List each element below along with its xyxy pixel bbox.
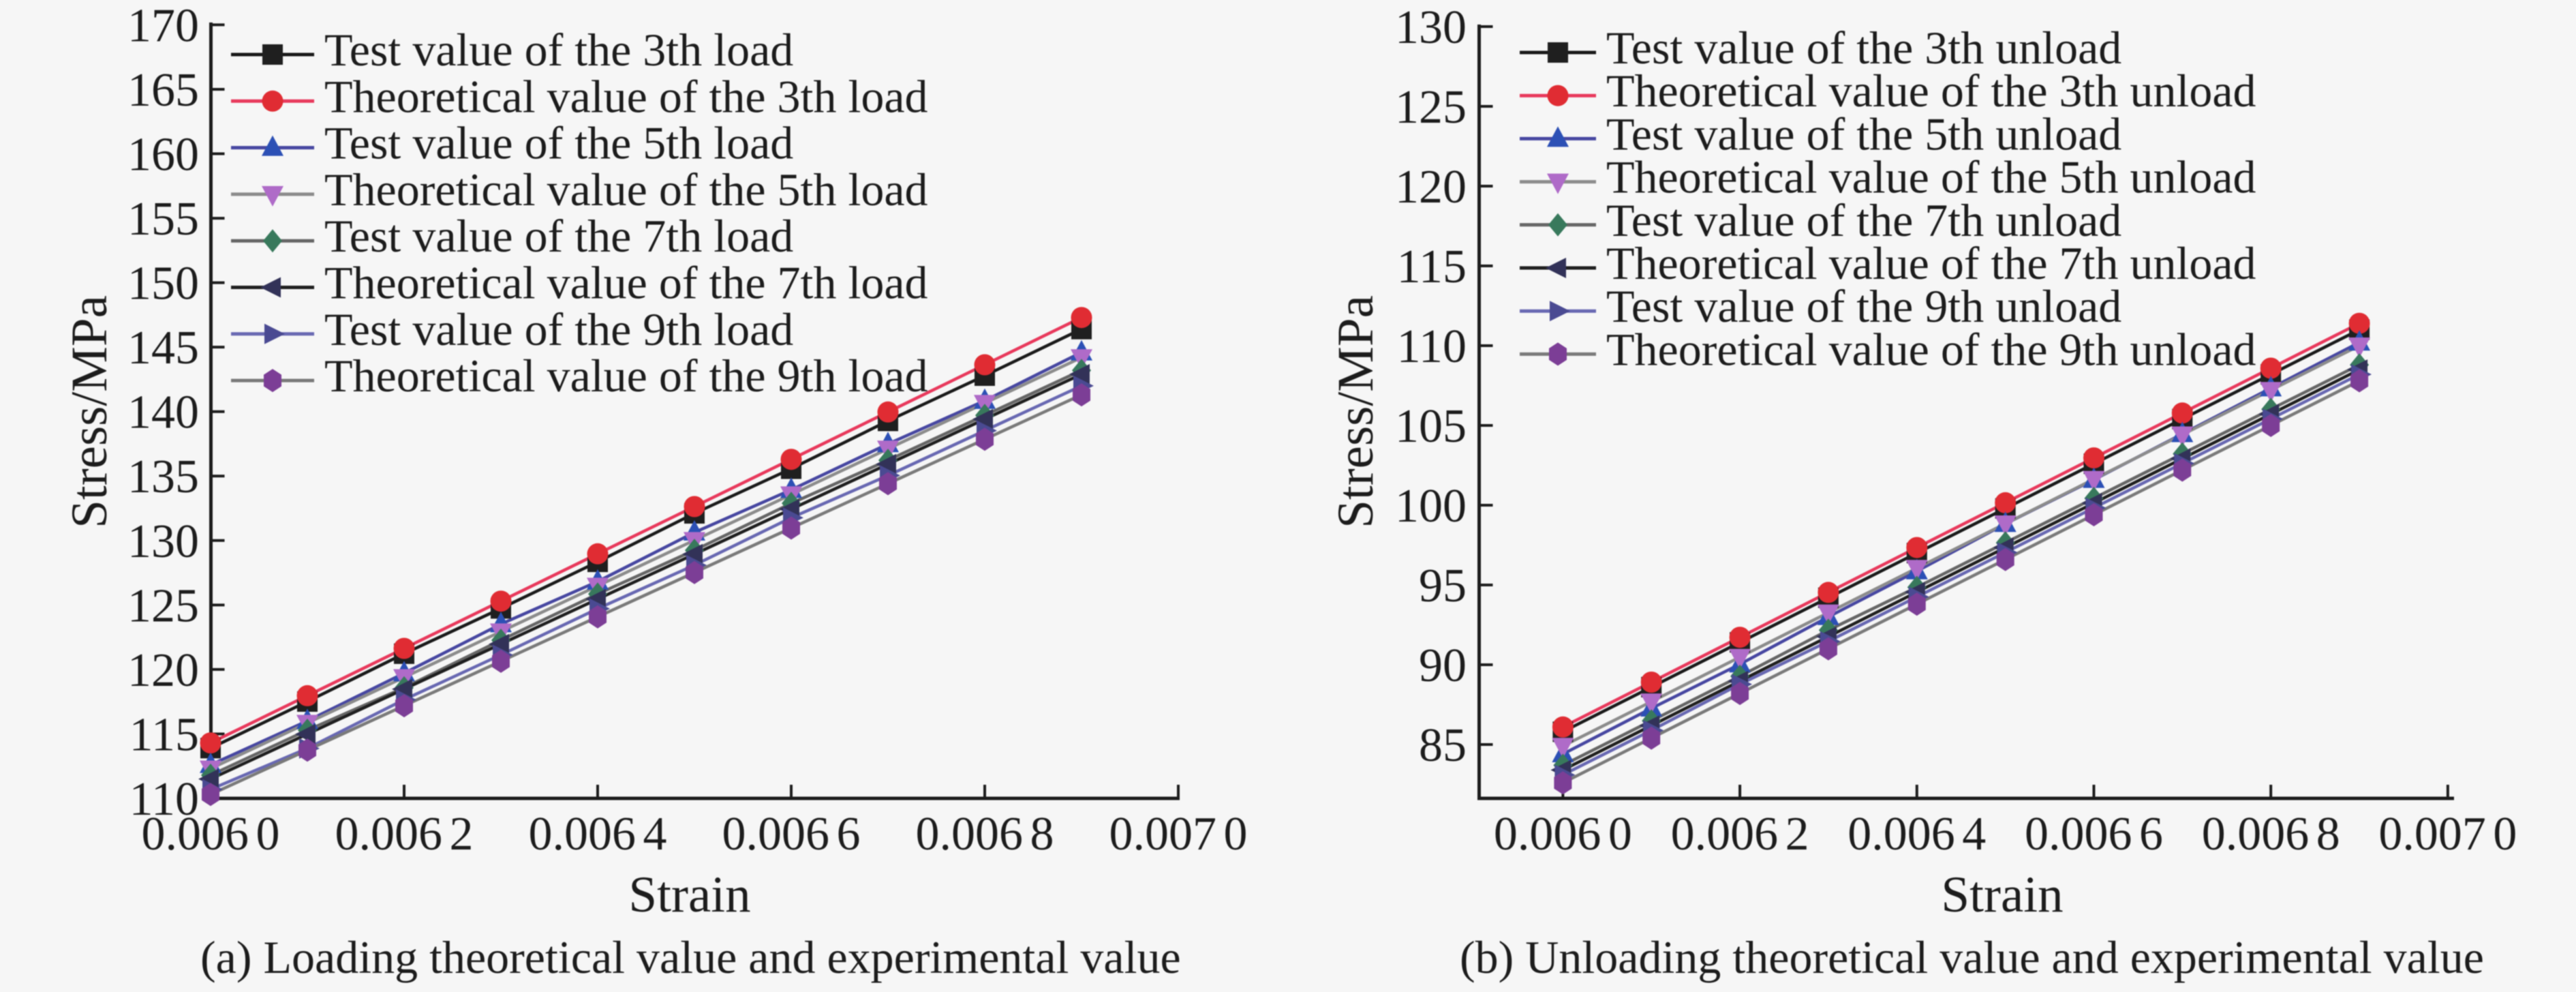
svg-text:0.007 0: 0.007 0 xyxy=(2378,808,2517,860)
svg-text:0.006 0: 0.006 0 xyxy=(1494,808,1632,860)
svg-text:Theoretical value of the 3th l: Theoretical value of the 3th load xyxy=(324,70,928,122)
svg-text:165: 165 xyxy=(127,64,199,117)
svg-text:Theoretical value of the 7th u: Theoretical value of the 7th unload xyxy=(1606,237,2256,289)
svg-text:145: 145 xyxy=(127,322,199,374)
svg-text:120: 120 xyxy=(127,644,199,697)
svg-text:150: 150 xyxy=(127,258,199,310)
svg-text:Theoretical value of the 7th l: Theoretical value of the 7th load xyxy=(324,257,928,309)
svg-text:160: 160 xyxy=(127,129,199,181)
svg-text:0.006 4: 0.006 4 xyxy=(1847,808,1986,860)
svg-text:Test value of the 5th load: Test value of the 5th load xyxy=(324,117,793,169)
svg-text:105: 105 xyxy=(1395,400,1467,453)
svg-text:155: 155 xyxy=(127,193,199,245)
svg-text:100: 100 xyxy=(1395,480,1467,532)
svg-text:110: 110 xyxy=(1397,320,1467,373)
svg-text:140: 140 xyxy=(127,387,199,439)
svg-text:0.006 6: 0.006 6 xyxy=(2025,808,2163,860)
svg-text:135: 135 xyxy=(127,451,199,503)
svg-text:0.006 4: 0.006 4 xyxy=(529,808,667,860)
svg-text:0.006 8: 0.006 8 xyxy=(2202,808,2340,860)
svg-text:Stress/MPa: Stress/MPa xyxy=(1328,295,1384,528)
svg-text:Test value of the 5th unload: Test value of the 5th unload xyxy=(1606,108,2121,160)
svg-text:0.006 2: 0.006 2 xyxy=(1671,808,1809,860)
svg-text:Theoretical value of the 3th u: Theoretical value of the 3th unload xyxy=(1606,65,2256,117)
svg-text:Test value of the 9th unload: Test value of the 9th unload xyxy=(1606,280,2121,332)
svg-text:Strain: Strain xyxy=(628,867,750,923)
svg-text:Theoretical value of the 9th u: Theoretical value of the 9th unload xyxy=(1606,323,2256,375)
svg-text:Theoretical value of the 9th l: Theoretical value of the 9th load xyxy=(324,350,928,402)
svg-text:0.006 6: 0.006 6 xyxy=(722,808,861,860)
svg-text:Stress/MPa: Stress/MPa xyxy=(61,295,118,528)
svg-text:130: 130 xyxy=(1395,1,1467,54)
svg-text:(b) Unloading theoretical valu: (b) Unloading theoretical value and expe… xyxy=(1460,931,2484,983)
svg-text:Test value of the 3th unload: Test value of the 3th unload xyxy=(1606,22,2121,74)
svg-text:125: 125 xyxy=(127,580,199,632)
svg-text:(a) Loading theoretical value: (a) Loading theoretical value and experi… xyxy=(200,931,1181,983)
svg-text:85: 85 xyxy=(1419,719,1467,772)
svg-text:Test value of the 9th load: Test value of the 9th load xyxy=(324,303,793,355)
svg-text:Strain: Strain xyxy=(1941,867,2063,923)
svg-text:0.006 8: 0.006 8 xyxy=(916,808,1054,860)
svg-text:Test value of the 7th unload: Test value of the 7th unload xyxy=(1606,194,2121,246)
svg-text:90: 90 xyxy=(1419,640,1467,692)
svg-text:125: 125 xyxy=(1395,81,1467,134)
svg-text:Test value of the 3th load: Test value of the 3th load xyxy=(324,24,793,76)
svg-text:170: 170 xyxy=(127,0,199,52)
svg-text:0.006 2: 0.006 2 xyxy=(335,808,474,860)
svg-text:Theoretical value of the 5th l: Theoretical value of the 5th load xyxy=(324,164,928,215)
svg-text:Theoretical value of the 5th u: Theoretical value of the 5th unload xyxy=(1606,151,2256,203)
svg-text:115: 115 xyxy=(1397,241,1467,293)
svg-text:110: 110 xyxy=(129,773,199,826)
svg-text:0.006 0: 0.006 0 xyxy=(142,808,280,860)
svg-text:115: 115 xyxy=(129,709,199,762)
svg-text:120: 120 xyxy=(1395,161,1467,213)
svg-text:Test value of the 7th load: Test value of the 7th load xyxy=(324,210,793,262)
svg-text:0.007 0: 0.007 0 xyxy=(1109,808,1248,860)
svg-text:130: 130 xyxy=(127,515,199,568)
svg-text:95: 95 xyxy=(1419,560,1467,612)
